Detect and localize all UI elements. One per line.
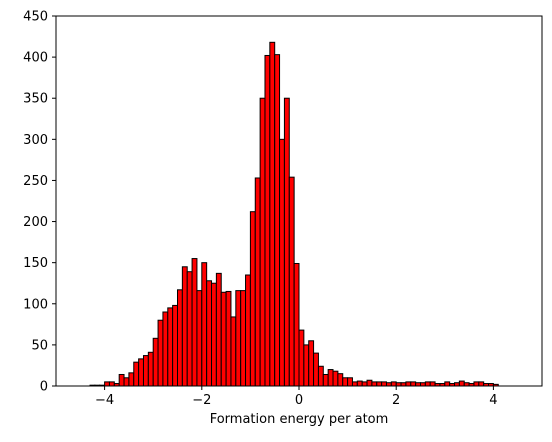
histogram-bar bbox=[279, 138, 285, 387]
histogram-bar bbox=[215, 272, 222, 387]
x-tick-label: −4 bbox=[95, 393, 114, 408]
histogram-bar bbox=[347, 377, 353, 387]
histogram-bar bbox=[293, 262, 300, 387]
histogram-bar bbox=[322, 373, 329, 387]
histogram-bar bbox=[104, 381, 110, 387]
histogram-bar bbox=[332, 370, 339, 387]
histogram-bar bbox=[249, 211, 256, 387]
histogram-bar bbox=[181, 266, 188, 387]
y-tick-label: 150 bbox=[23, 256, 48, 271]
histogram-bar bbox=[235, 290, 242, 387]
histogram-bar bbox=[371, 381, 378, 387]
x-tick-label: 2 bbox=[392, 393, 400, 408]
histogram-bar bbox=[240, 290, 247, 387]
histogram-bar bbox=[298, 329, 305, 387]
histogram-bar bbox=[337, 373, 344, 387]
y-tick-label: 100 bbox=[23, 297, 48, 312]
histogram-bar bbox=[167, 307, 174, 387]
histogram-bar bbox=[361, 381, 368, 387]
x-tick-label: −2 bbox=[192, 393, 211, 408]
histogram-bar bbox=[128, 372, 135, 387]
histogram-bar bbox=[206, 280, 213, 387]
y-tick-label: 300 bbox=[23, 133, 48, 148]
x-tick-label: 0 bbox=[295, 393, 303, 408]
histogram-bar bbox=[254, 177, 261, 387]
y-tick-label: 200 bbox=[23, 215, 48, 230]
histogram-bar bbox=[424, 381, 431, 387]
histogram-bar bbox=[458, 380, 465, 387]
y-tick-label: 250 bbox=[23, 174, 48, 189]
histogram-bar bbox=[313, 352, 319, 387]
histogram-bar bbox=[133, 361, 140, 387]
histogram-bar bbox=[366, 379, 373, 387]
histogram-bar bbox=[444, 381, 451, 387]
histogram-bar bbox=[172, 304, 178, 387]
histogram-bar bbox=[152, 337, 159, 387]
histogram-bar bbox=[245, 274, 251, 387]
histogram-bar bbox=[157, 319, 164, 387]
histogram-bar bbox=[390, 381, 397, 387]
histogram-bar bbox=[410, 381, 417, 387]
histogram-bar bbox=[381, 381, 387, 387]
x-axis-ticks: −4 −2 0 2 4 bbox=[95, 386, 498, 408]
histogram-bar bbox=[123, 377, 130, 387]
histogram-bar bbox=[342, 377, 349, 387]
histogram-bar bbox=[264, 54, 271, 387]
histogram-bar bbox=[405, 381, 412, 387]
histogram-bar bbox=[138, 358, 144, 387]
histogram-bar bbox=[308, 340, 315, 387]
histogram-bar bbox=[177, 289, 183, 387]
y-axis-ticks: 0 50 100 150 200 250 300 350 400 450 bbox=[23, 10, 56, 395]
histogram-bar bbox=[429, 381, 436, 387]
x-axis-label: Formation energy per atom bbox=[210, 412, 389, 427]
histogram-bar bbox=[118, 373, 125, 387]
histogram-bar bbox=[288, 176, 295, 387]
histogram-bar bbox=[220, 291, 227, 387]
y-tick-label: 0 bbox=[40, 380, 48, 395]
histogram-bar bbox=[196, 290, 203, 387]
histogram-bar bbox=[162, 311, 169, 387]
histogram-bar bbox=[191, 258, 198, 387]
histogram-bar bbox=[283, 97, 290, 387]
histogram-bar bbox=[108, 381, 115, 387]
histogram-bar bbox=[259, 97, 266, 387]
histogram-bar bbox=[327, 369, 334, 387]
y-tick-label: 400 bbox=[23, 51, 48, 66]
histogram-bar bbox=[211, 282, 217, 387]
histogram-bar bbox=[303, 344, 310, 387]
y-tick-label: 350 bbox=[23, 92, 48, 107]
histogram-bar bbox=[269, 41, 276, 387]
y-tick-label: 450 bbox=[23, 10, 48, 25]
histogram-bar bbox=[186, 271, 193, 387]
histogram-bar bbox=[274, 54, 281, 387]
histogram-bar bbox=[351, 381, 358, 387]
histogram-bar bbox=[230, 316, 237, 387]
histogram-bar bbox=[478, 381, 485, 387]
y-tick-label: 50 bbox=[31, 338, 48, 353]
histogram-bar bbox=[147, 351, 154, 387]
histogram-bar bbox=[225, 290, 232, 387]
x-tick-label: 4 bbox=[489, 393, 497, 408]
histogram-bar bbox=[356, 380, 363, 387]
histogram-bar bbox=[473, 381, 480, 387]
histogram-bar bbox=[142, 355, 149, 387]
histogram-bar bbox=[376, 381, 383, 387]
histogram-bar bbox=[201, 262, 208, 387]
histogram-bar bbox=[317, 365, 324, 387]
